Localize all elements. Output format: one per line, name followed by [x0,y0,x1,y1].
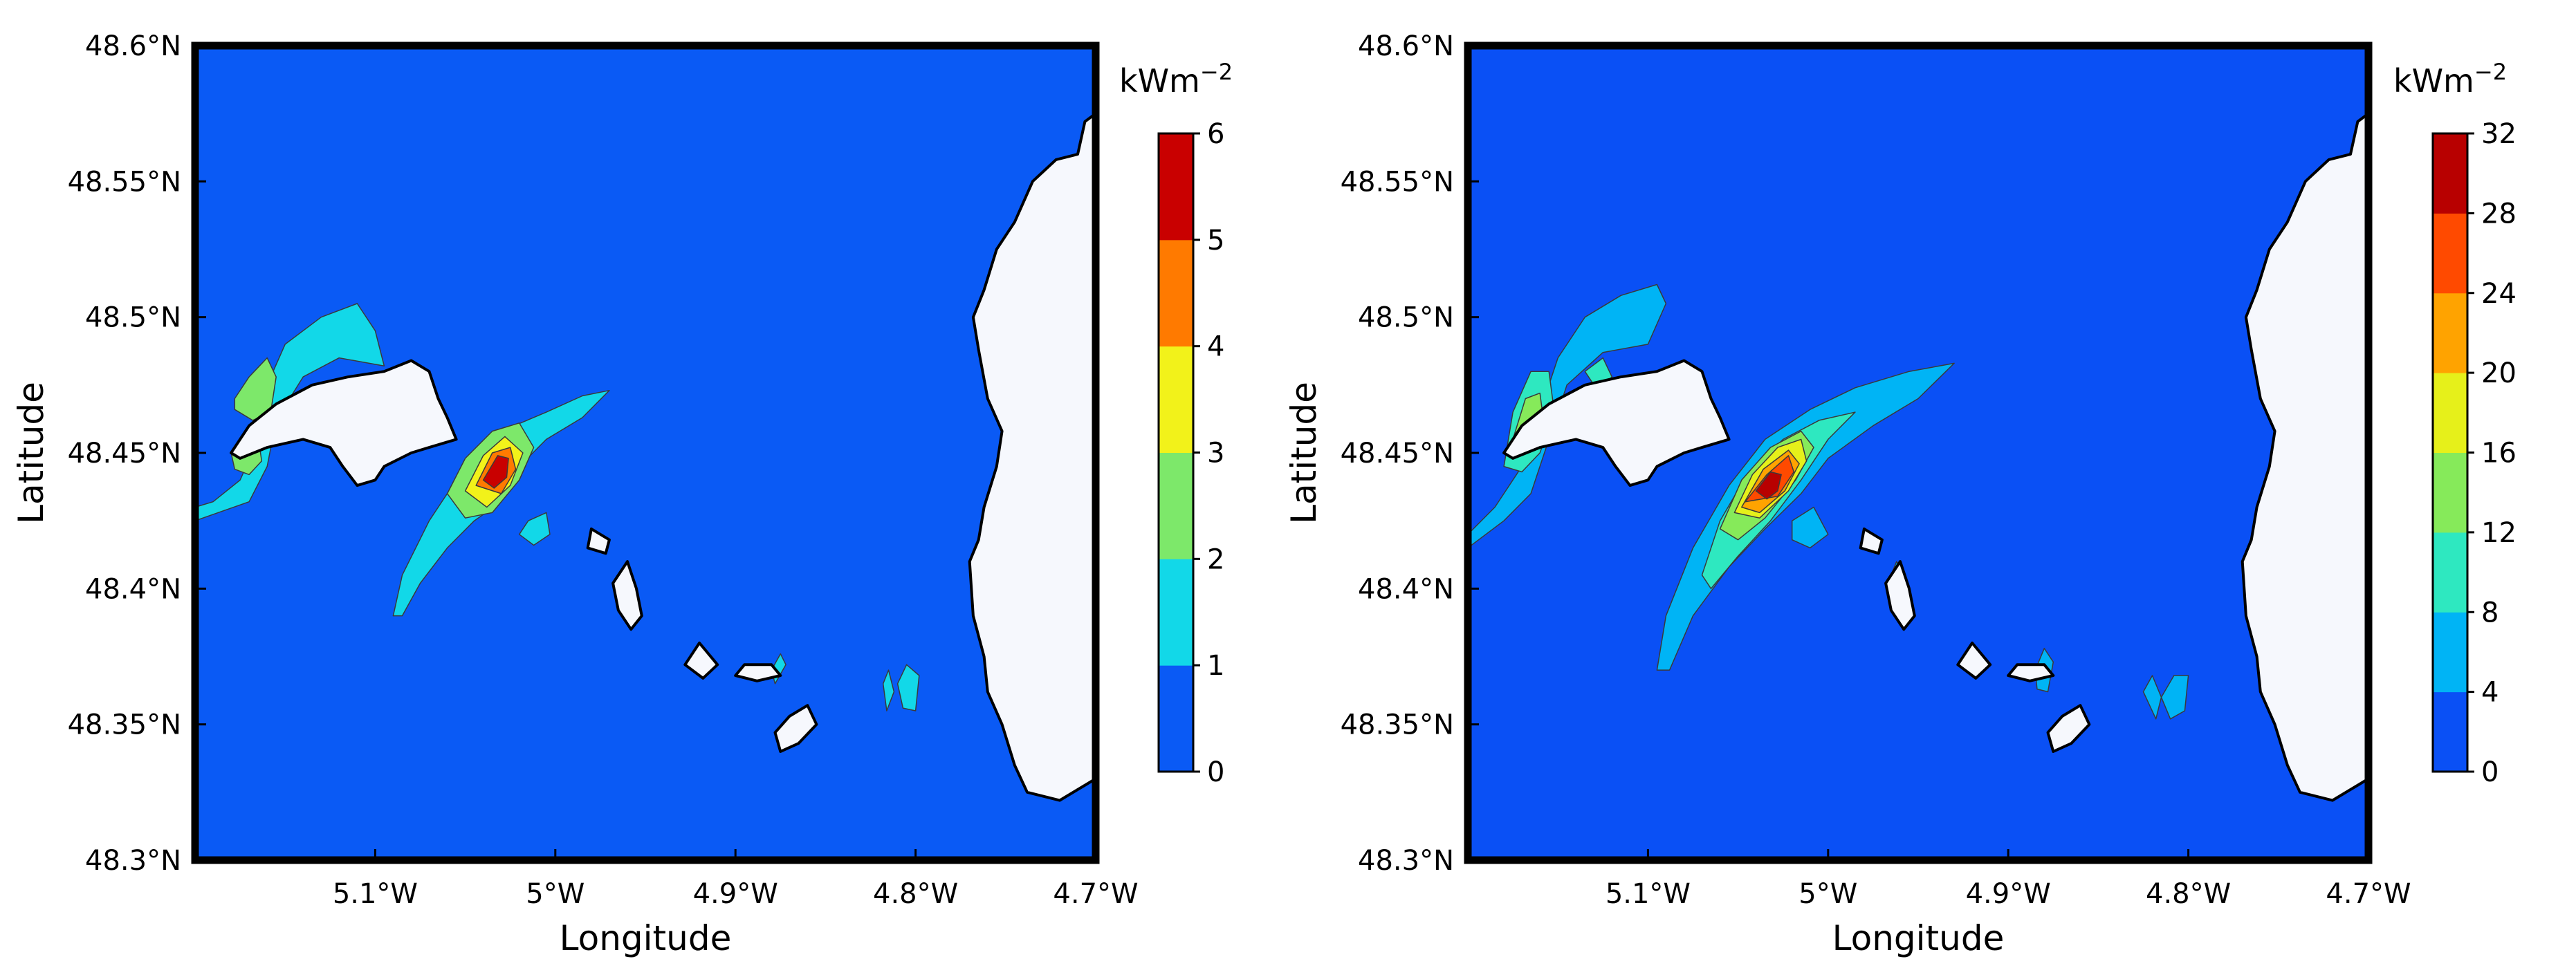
colorbar-segment [2433,213,2467,294]
colorbar-tick-label: 2 [1207,543,1224,575]
contour-region-level-5 [482,455,509,489]
colorbar-tick-label: 32 [2481,118,2517,150]
land-mass [2007,663,2055,682]
land-mass [2046,704,2091,753]
contour-region-level-1 [1656,362,1955,671]
sea-background [1468,46,2368,860]
colorbar-tick-label: 4 [1207,331,1224,363]
colorbar-segment [2433,292,2467,373]
map-area [195,46,1096,860]
colorbar-segment [1159,665,1193,772]
colorbar-segment [1159,239,1193,347]
land-mass [773,704,818,753]
contour-region-level-1 [896,664,920,711]
colorbar-tick-label: 4 [2481,677,2499,709]
y-tick-label: 48.35°N [1341,709,1454,741]
colorbar-segment [1159,452,1193,559]
contour-region-level-1 [518,512,551,546]
colorbar-segment [2433,532,2467,613]
colorbar-tick-label: 28 [2481,198,2517,230]
land-mass [683,641,719,680]
contour-region-level-1 [2160,675,2189,720]
y-tick-label: 48.5°N [85,302,181,334]
x-tick-label: 4.7°W [1053,878,1138,910]
colorbar-tick-label: 12 [2481,517,2517,549]
x-tick-label: 4.9°W [1966,878,2051,910]
contour-region-level-7 [1755,471,1782,500]
y-tick-label: 48.55°N [68,166,181,198]
x-tick-label: 5°W [526,878,585,910]
colorbar-tick-label: 16 [2481,438,2517,469]
x-tick-label: 4.7°W [2326,878,2411,910]
x-tick-label: 5.1°W [333,878,418,910]
land-mass [1502,359,1731,487]
y-tick-label: 48.4°N [1358,573,1454,605]
colorbar-tick-label: 6 [1207,118,1224,150]
colorbar-tick-label: 5 [1207,225,1224,257]
y-tick-label: 48.55°N [1341,166,1454,198]
land-mass [2241,112,2368,802]
colorbar-tick-label: 3 [1207,438,1224,469]
x-tick-label: 4.9°W [693,878,778,910]
colorbar-segment [2433,373,2467,453]
colorbar-tick-label: 8 [2481,597,2499,629]
colorbar-unit-label: kWm−2 [1119,59,1233,100]
colorbar-segment [2433,133,2467,214]
y-tick-label: 48.35°N [68,709,181,741]
y-tick-label: 48.5°N [1358,302,1454,334]
x-tick-label: 5°W [1798,878,1857,910]
map-panel-2: 5.1°W 5°W 4.9°W 4.8°W 4.7°W 48.3°N 48.35°N 48.4… [1284,30,2517,958]
colorbar-tick-label: 0 [1207,756,1224,788]
x-tick-label: 4.8°W [2146,878,2231,910]
sea-background [195,46,1096,860]
y-tick-label: 48.4°N [85,573,181,605]
map-area [1468,46,2368,860]
x-axis-title: Longitude [1832,918,2005,958]
land-mass [611,560,643,631]
colorbar-segment [1159,559,1193,666]
y-tick-label: 48.3°N [1358,845,1454,877]
colorbar-segment [1159,133,1193,241]
contour-region-level-1 [1791,506,1829,549]
colorbar-tick-label: 1 [1207,650,1224,682]
land-mass [734,663,782,682]
y-tick-label: 48.6°N [85,30,181,62]
land-mass [586,527,611,555]
y-axis-title: Latitude [1284,382,1324,524]
contour-region-level-2 [234,357,277,421]
colorbar: 0 1 2 3 4 5 6 kWm−2 [1119,59,1233,788]
colorbar-tick-label: 20 [2481,357,2517,389]
y-tick-label: 48.6°N [1358,30,1454,62]
colorbar-segment [2433,612,2467,693]
y-tick-label: 48.45°N [1341,438,1454,469]
colorbar-tick-label: 24 [2481,278,2517,310]
map-panel-1: 5.1°W 5°W 4.9°W 4.8°W 4.7°W 48.3°N 48.35°N 48.4… [11,30,1233,958]
colorbar: 0 4 8 12 16 20 24 28 32 kWm−2 [2393,59,2517,788]
y-tick-label: 48.3°N [85,845,181,877]
contour-region-level-1 [2142,675,2162,720]
land-mass [1859,527,1884,555]
colorbar-segment [1159,346,1193,453]
colorbar-segment [2433,452,2467,533]
contour-region-level-1 [882,669,895,711]
land-mass [1884,560,1916,631]
land-mass [230,359,458,487]
land-mass [1956,641,1992,680]
y-axis-title: Latitude [11,382,51,524]
x-tick-label: 4.8°W [873,878,958,910]
land-mass [968,112,1096,802]
x-tick-label: 5.1°W [1606,878,1691,910]
colorbar-segment [2433,691,2467,772]
y-tick-label: 48.45°N [68,438,181,469]
x-axis-title: Longitude [560,918,732,958]
colorbar-unit-label: kWm−2 [2393,59,2507,100]
colorbar-tick-label: 0 [2481,756,2499,788]
